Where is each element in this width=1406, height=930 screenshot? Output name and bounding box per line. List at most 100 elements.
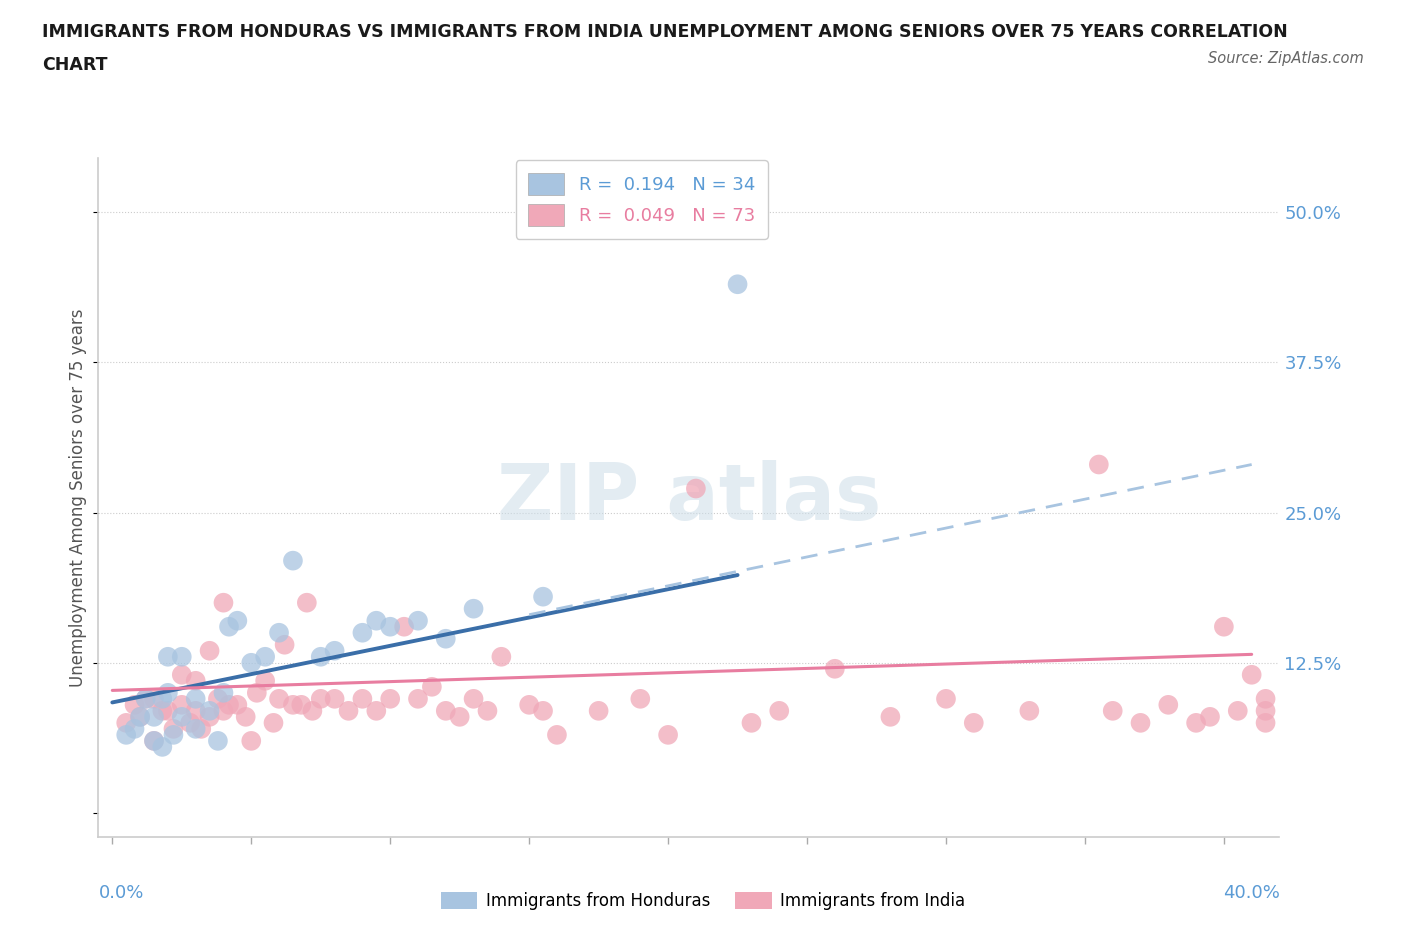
Point: [156, 703, 179, 718]
Point: [824, 661, 846, 676]
Point: [179, 715, 201, 730]
Point: [477, 703, 499, 718]
Point: [162, 727, 184, 742]
Point: [129, 710, 152, 724]
Point: [184, 703, 207, 718]
Point: [380, 691, 402, 706]
Point: [124, 722, 146, 737]
Text: 0.0%: 0.0%: [98, 884, 143, 901]
Point: [1018, 703, 1040, 718]
Point: [352, 691, 374, 706]
Point: [935, 691, 957, 706]
Text: 40.0%: 40.0%: [1223, 884, 1279, 901]
Point: [212, 595, 235, 610]
Text: IMMIGRANTS FROM HONDURAS VS IMMIGRANTS FROM INDIA UNEMPLOYMENT AMONG SENIORS OVE: IMMIGRANTS FROM HONDURAS VS IMMIGRANTS F…: [42, 23, 1288, 41]
Point: [212, 703, 235, 718]
Point: [190, 722, 212, 737]
Point: [143, 734, 166, 749]
Point: [150, 691, 173, 706]
Point: [366, 613, 388, 628]
Point: [449, 710, 471, 724]
Point: [406, 613, 429, 628]
Point: [309, 649, 332, 664]
Point: [685, 481, 707, 496]
Point: [727, 277, 749, 292]
Point: [218, 619, 240, 634]
Point: [143, 691, 166, 706]
Point: [207, 691, 229, 706]
Point: [295, 595, 318, 610]
Point: [162, 722, 184, 737]
Point: [135, 691, 157, 706]
Point: [124, 698, 146, 712]
Point: [366, 703, 388, 718]
Point: [240, 656, 263, 671]
Point: [246, 685, 269, 700]
Point: [963, 715, 986, 730]
Point: [323, 644, 346, 658]
Point: [240, 734, 263, 749]
Point: [212, 685, 235, 700]
Point: [267, 691, 290, 706]
Point: [491, 649, 513, 664]
Point: [207, 734, 229, 749]
Point: [323, 691, 346, 706]
Point: [1226, 703, 1249, 718]
Point: [156, 685, 179, 700]
Point: [380, 619, 402, 634]
Point: [235, 710, 257, 724]
Point: [768, 703, 790, 718]
Point: [184, 691, 207, 706]
Point: [517, 698, 540, 712]
Point: [1254, 691, 1277, 706]
Point: [301, 703, 323, 718]
Point: [463, 691, 485, 706]
Point: [170, 668, 193, 683]
Point: [1240, 668, 1263, 683]
Point: [406, 691, 429, 706]
Point: [273, 637, 295, 652]
Point: [263, 715, 285, 730]
Y-axis label: Unemployment Among Seniors over 75 years: Unemployment Among Seniors over 75 years: [69, 309, 87, 686]
Text: ZIP atlas: ZIP atlas: [496, 459, 882, 536]
Point: [879, 710, 901, 724]
Point: [337, 703, 360, 718]
Point: [392, 619, 415, 634]
Point: [1129, 715, 1152, 730]
Point: [352, 625, 374, 640]
Point: [143, 710, 166, 724]
Point: [184, 673, 207, 688]
Point: [281, 553, 304, 568]
Point: [531, 703, 554, 718]
Point: [588, 703, 610, 718]
Point: [226, 698, 249, 712]
Point: [1199, 710, 1222, 724]
Point: [226, 613, 249, 628]
Point: [1185, 715, 1208, 730]
Point: [1088, 457, 1111, 472]
Point: [170, 698, 193, 712]
Point: [170, 710, 193, 724]
Point: [309, 691, 332, 706]
Point: [463, 602, 485, 617]
Point: [1254, 703, 1277, 718]
Point: [150, 703, 173, 718]
Point: [1254, 715, 1277, 730]
Point: [184, 722, 207, 737]
Text: Source: ZipAtlas.com: Source: ZipAtlas.com: [1208, 51, 1364, 66]
Point: [740, 715, 762, 730]
Point: [290, 698, 312, 712]
Legend: Immigrants from Honduras, Immigrants from India: Immigrants from Honduras, Immigrants fro…: [434, 885, 972, 917]
Point: [129, 710, 152, 724]
Point: [115, 727, 138, 742]
Point: [170, 649, 193, 664]
Point: [143, 734, 166, 749]
Point: [198, 703, 221, 718]
Point: [657, 727, 679, 742]
Point: [135, 691, 157, 706]
Text: CHART: CHART: [42, 56, 108, 73]
Point: [1101, 703, 1123, 718]
Point: [1212, 619, 1234, 634]
Point: [1157, 698, 1180, 712]
Point: [150, 739, 173, 754]
